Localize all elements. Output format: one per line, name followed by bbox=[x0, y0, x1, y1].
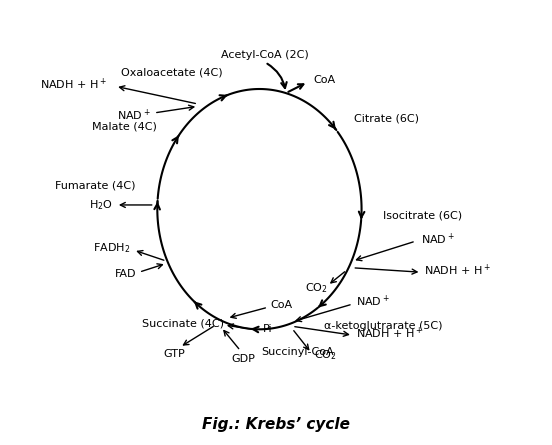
Text: NADH + H$^+$: NADH + H$^+$ bbox=[40, 77, 107, 92]
Text: CO$_2$: CO$_2$ bbox=[305, 281, 327, 295]
Text: Pi: Pi bbox=[263, 324, 272, 335]
Text: CoA: CoA bbox=[271, 300, 293, 310]
Text: Fig.: Krebs’ cycle: Fig.: Krebs’ cycle bbox=[202, 417, 350, 432]
Text: GTP: GTP bbox=[163, 349, 185, 360]
Text: Malate (4C): Malate (4C) bbox=[92, 121, 157, 131]
Text: NAD$^+$: NAD$^+$ bbox=[355, 294, 389, 309]
Text: Succinate (4C): Succinate (4C) bbox=[142, 319, 224, 329]
Text: NADH + H$^+$: NADH + H$^+$ bbox=[355, 325, 422, 340]
Text: Oxaloacetate (4C): Oxaloacetate (4C) bbox=[121, 67, 222, 77]
Text: Succinyl-CoA: Succinyl-CoA bbox=[262, 347, 334, 356]
Text: CO$_2$: CO$_2$ bbox=[314, 348, 337, 362]
Text: α-ketoglutrarate (5C): α-ketoglutrarate (5C) bbox=[323, 321, 442, 331]
Text: CoA: CoA bbox=[314, 75, 336, 85]
Text: Fumarate (4C): Fumarate (4C) bbox=[55, 180, 136, 190]
Text: H$_2$O: H$_2$O bbox=[89, 198, 113, 212]
Text: Isocitrate (6C): Isocitrate (6C) bbox=[383, 210, 463, 220]
Text: GDP: GDP bbox=[231, 354, 255, 364]
Text: NADH + H$^+$: NADH + H$^+$ bbox=[424, 263, 491, 278]
Text: Citrate (6C): Citrate (6C) bbox=[354, 113, 419, 124]
Text: NAD$^+$: NAD$^+$ bbox=[421, 231, 455, 247]
Text: NAD$^+$: NAD$^+$ bbox=[118, 108, 151, 123]
Text: FADH$_2$: FADH$_2$ bbox=[93, 241, 131, 255]
Text: FAD: FAD bbox=[115, 270, 136, 279]
Text: Acetyl-CoA (2C): Acetyl-CoA (2C) bbox=[221, 50, 309, 60]
